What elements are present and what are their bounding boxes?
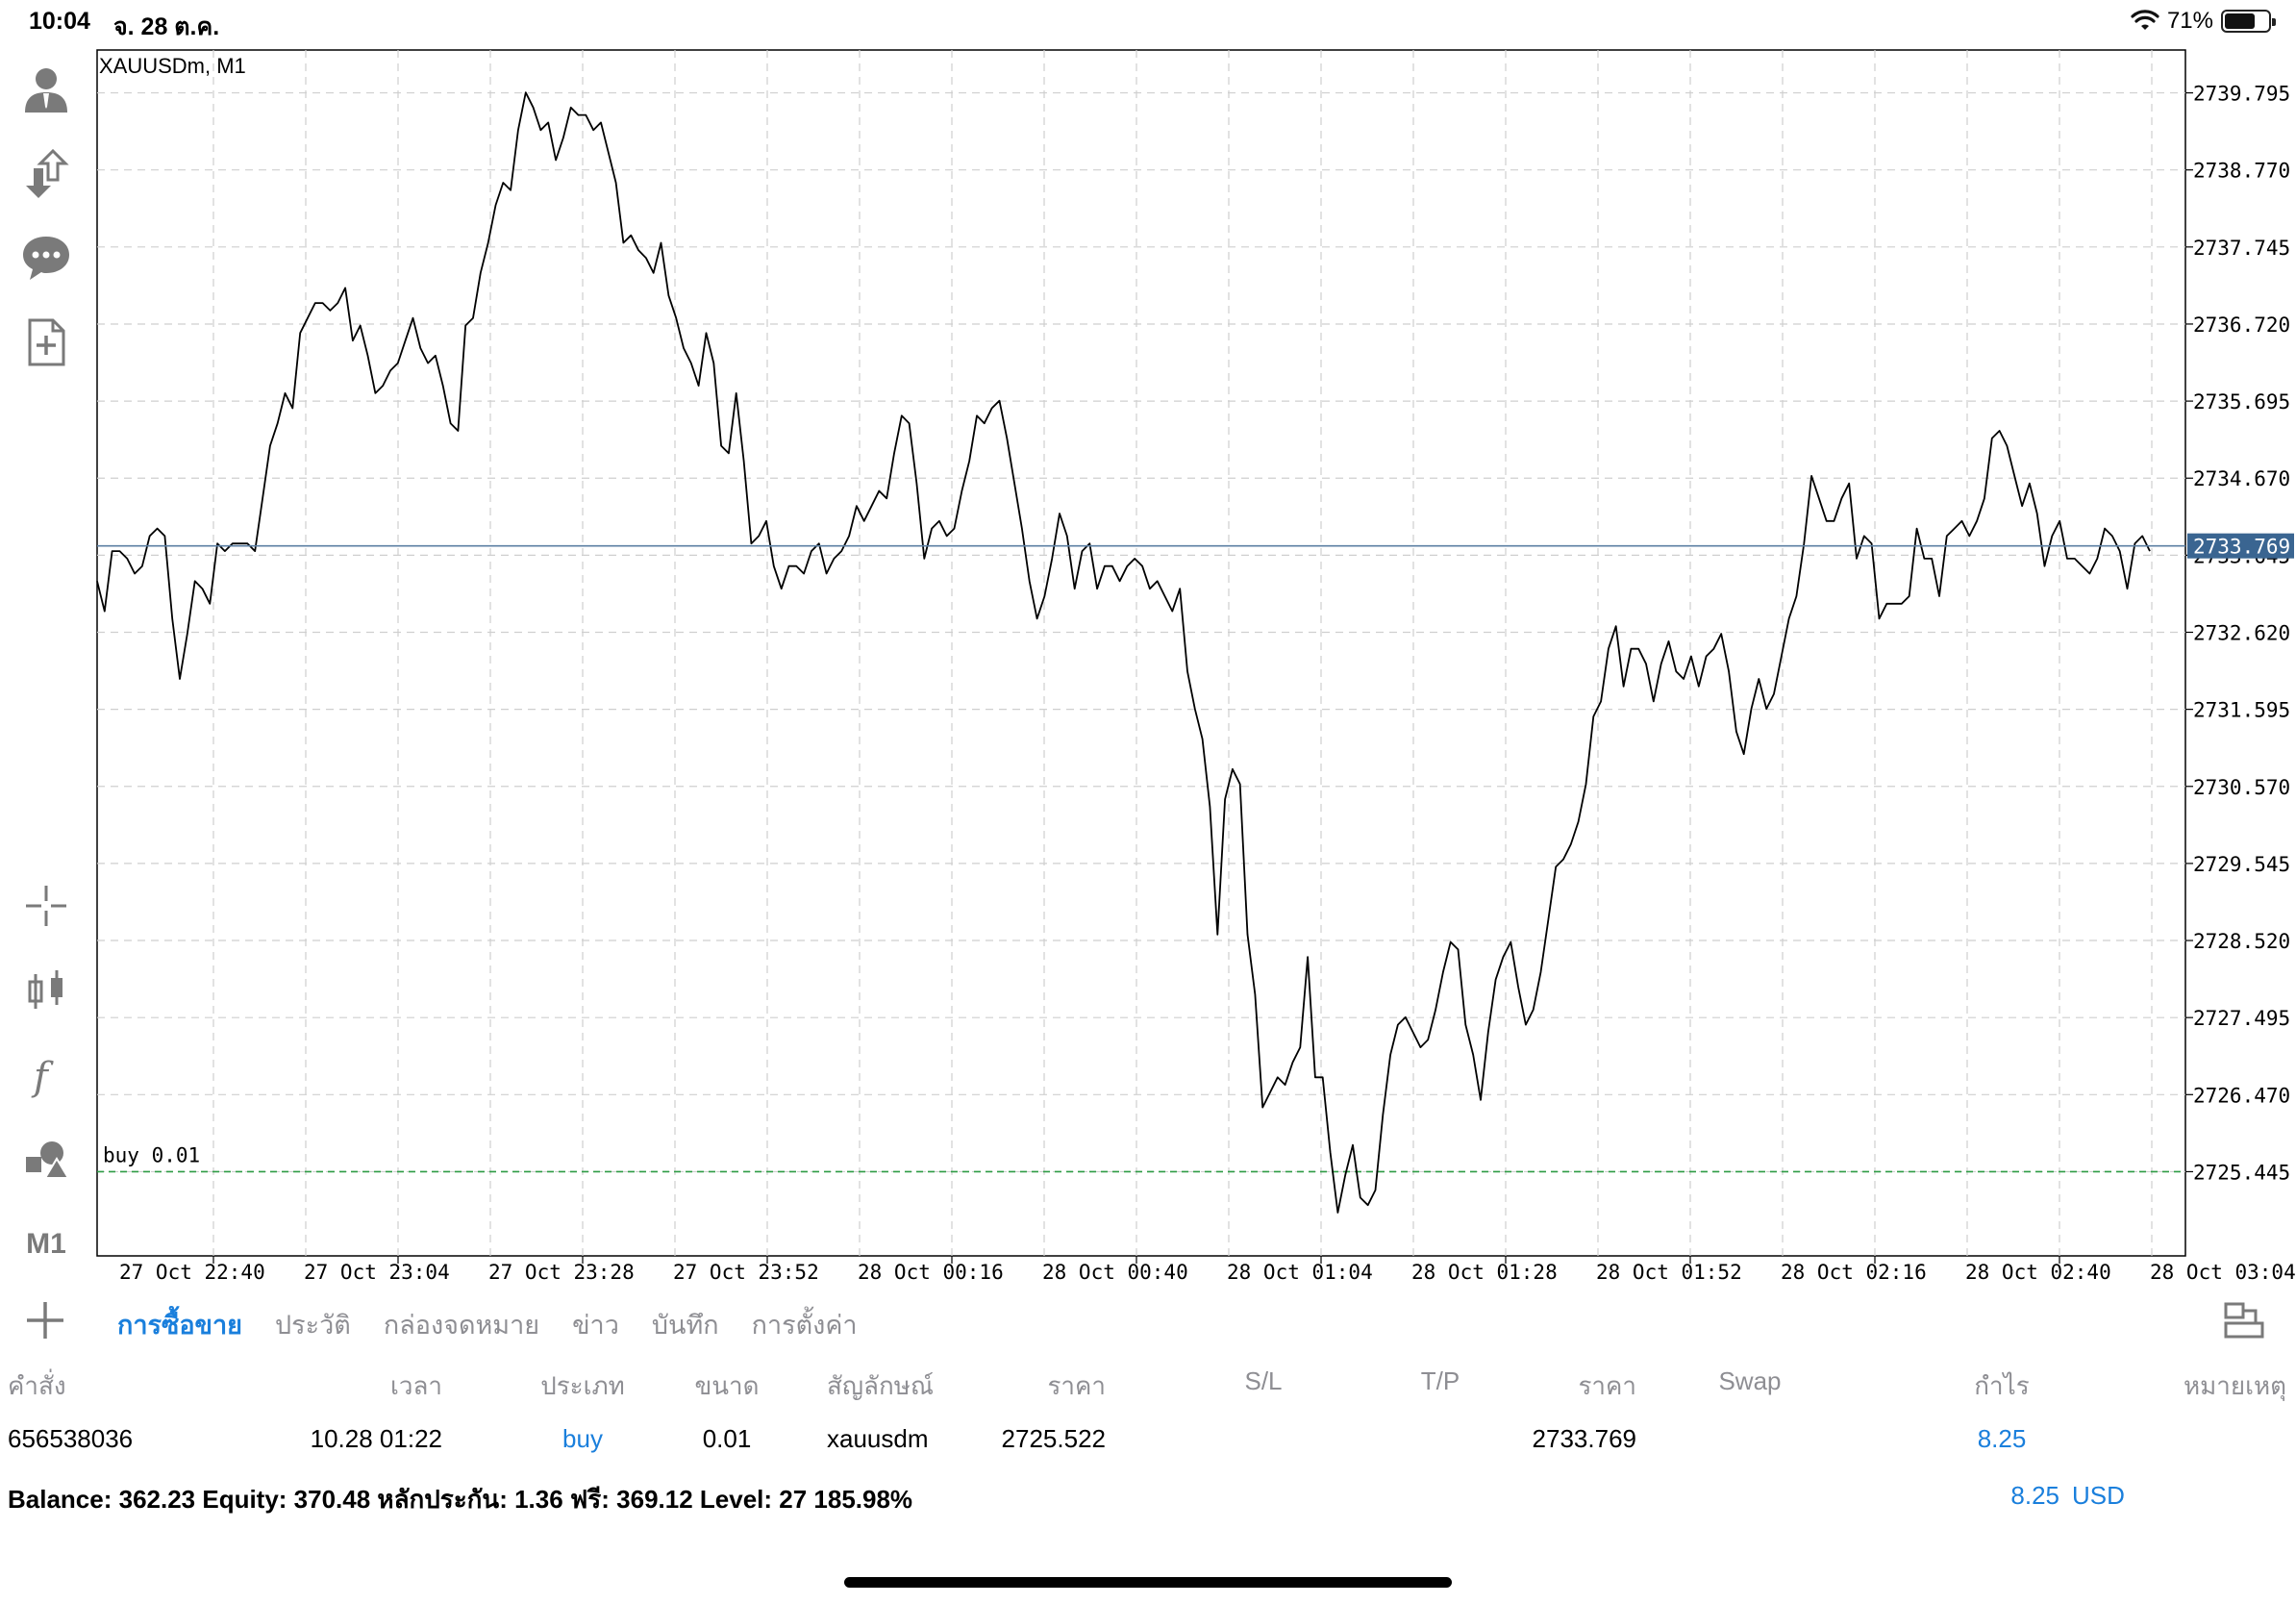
col-header-size: ขนาด	[694, 1371, 760, 1400]
col-header-tp: T/P	[1420, 1366, 1460, 1395]
cell-time: 10.28 01:22	[310, 1424, 442, 1453]
tab-settings[interactable]: การตั้งค่า	[751, 1311, 858, 1340]
y-tick-label: 2734.670	[2193, 467, 2290, 490]
add-button[interactable]	[21, 1296, 69, 1344]
chart-canvas[interactable]: 2739.795 2738.770 2737.745 2736.720 2735.695…	[0, 0, 2296, 1289]
terminal-tabs: การซื้อขาย ประวัติ กล่องจดหมาย ข่าว บันท…	[117, 1304, 858, 1345]
y-tick-label: 2728.520	[2193, 930, 2290, 953]
x-tick-label: 28 Oct 01:52	[1596, 1261, 1742, 1284]
y-tick-label: 2737.745	[2193, 237, 2290, 260]
crosshair-button[interactable]	[17, 877, 75, 935]
col-header-open-price: ราคา	[1047, 1371, 1106, 1400]
col-header-type: ประเภท	[540, 1371, 625, 1400]
crosshair-icon	[26, 886, 66, 926]
timeframe-button[interactable]: M1	[26, 1228, 66, 1260]
cell-profit: 8.25	[1977, 1424, 2027, 1453]
y-tick-label: 2738.770	[2193, 160, 2290, 183]
objects-button[interactable]	[17, 1131, 75, 1189]
y-tick-label: 2726.470	[2193, 1084, 2290, 1107]
new-order-button[interactable]	[17, 313, 75, 371]
col-header-sl: S/L	[1244, 1366, 1283, 1395]
chart-type-icon	[28, 970, 62, 1009]
x-tick-label: 27 Oct 23:04	[304, 1261, 450, 1284]
y-tick-label: 2730.570	[2193, 776, 2290, 799]
objects-icon	[26, 1141, 70, 1179]
new-document-icon	[28, 318, 65, 366]
y-tick-label: 2735.695	[2193, 390, 2290, 414]
bid-price-tag	[2187, 533, 2294, 559]
battery-icon	[2221, 10, 2276, 33]
col-header-order: คำสั่ง	[8, 1371, 66, 1400]
y-tick-label: 2731.595	[2193, 699, 2290, 722]
col-header-profit: กำไร	[1974, 1371, 2030, 1400]
chart-symbol-label: XAUUSDm, M1	[99, 54, 246, 78]
x-tick-label: 28 Oct 02:40	[1965, 1261, 2111, 1284]
status-indicators: 71%	[2131, 8, 2276, 35]
total-profit: 8.25	[2010, 1481, 2059, 1510]
x-tick-label: 28 Oct 00:16	[858, 1261, 1004, 1284]
col-header-time: เวลา	[389, 1371, 442, 1400]
chart-type-button[interactable]	[17, 962, 75, 1019]
indicators-icon: f	[31, 1055, 54, 1099]
plus-icon	[27, 1302, 63, 1339]
y-tick-label: 2729.545	[2193, 853, 2290, 876]
x-tick-label: 28 Oct 01:28	[1411, 1261, 1558, 1284]
status-time: 10:04	[29, 8, 90, 35]
wifi-icon	[2131, 10, 2159, 30]
indicators-button[interactable]: f	[17, 1046, 75, 1104]
tab-mailbox[interactable]: กล่องจดหมาย	[383, 1311, 540, 1340]
chat-icon	[23, 237, 69, 280]
price-series-line	[96, 91, 2151, 1214]
col-header-note: หมายเหตุ	[2183, 1371, 2286, 1400]
svg-text:f: f	[31, 1055, 54, 1099]
price-chart[interactable]: 2739.795 2738.770 2737.745 2736.720 2735.695…	[0, 0, 2296, 1289]
layout-button[interactable]	[2223, 1300, 2265, 1342]
cell-type: buy	[562, 1424, 603, 1453]
layout-icon	[2224, 1302, 2264, 1339]
y-tick-label: 2725.445	[2193, 1161, 2290, 1184]
y-tick-label: 2732.620	[2193, 622, 2290, 645]
bid-price-label: 2733.769	[2193, 536, 2290, 559]
y-tick-label: 2727.495	[2193, 1007, 2290, 1030]
x-tick-label: 27 Oct 22:40	[119, 1261, 265, 1284]
battery-percent: 71%	[2166, 8, 2213, 34]
account-icon	[25, 68, 67, 113]
x-tick-label: 27 Oct 23:52	[673, 1261, 819, 1284]
cell-size: 0.01	[702, 1424, 752, 1453]
y-tick-label: 2739.795	[2193, 83, 2290, 106]
cell-order: 656538036	[8, 1424, 134, 1453]
x-tick-label: 28 Oct 03:04	[2150, 1261, 2296, 1284]
trade-icon	[26, 148, 69, 198]
x-tick-label: 27 Oct 23:28	[488, 1261, 635, 1284]
status-date: จ. 28 ต.ค.	[113, 13, 220, 40]
account-summary: Balance: 362.23 Equity: 370.48 หลักประกั…	[8, 1485, 913, 1514]
tab-trade[interactable]: การซื้อขาย	[117, 1311, 242, 1340]
cell-price: 2733.769	[1532, 1424, 1636, 1453]
account-button[interactable]	[17, 60, 75, 117]
cell-symbol: xauusdm	[827, 1424, 929, 1453]
trade-button[interactable]	[17, 144, 75, 202]
col-header-price: ราคา	[1578, 1371, 1636, 1400]
cell-open-price: 2725.522	[1001, 1424, 1106, 1453]
x-tick-label: 28 Oct 01:04	[1227, 1261, 1373, 1284]
tab-history[interactable]: ประวัติ	[275, 1311, 351, 1340]
col-header-symbol: สัญลักษณ์	[827, 1371, 934, 1400]
y-tick-label: 2736.720	[2193, 313, 2290, 337]
col-header-swap: Swap	[1718, 1366, 1782, 1395]
x-tick-label: 28 Oct 02:16	[1781, 1261, 1927, 1284]
home-indicator	[844, 1577, 1452, 1588]
tab-news[interactable]: ข่าว	[572, 1311, 619, 1340]
chat-button[interactable]	[17, 229, 75, 287]
x-tick-label: 28 Oct 00:40	[1042, 1261, 1188, 1284]
currency-label: USD	[2072, 1481, 2125, 1510]
chart-frame	[96, 49, 2186, 1257]
tab-journal[interactable]: บันทึก	[651, 1311, 719, 1340]
order-line-label: buy 0.01	[103, 1143, 200, 1166]
